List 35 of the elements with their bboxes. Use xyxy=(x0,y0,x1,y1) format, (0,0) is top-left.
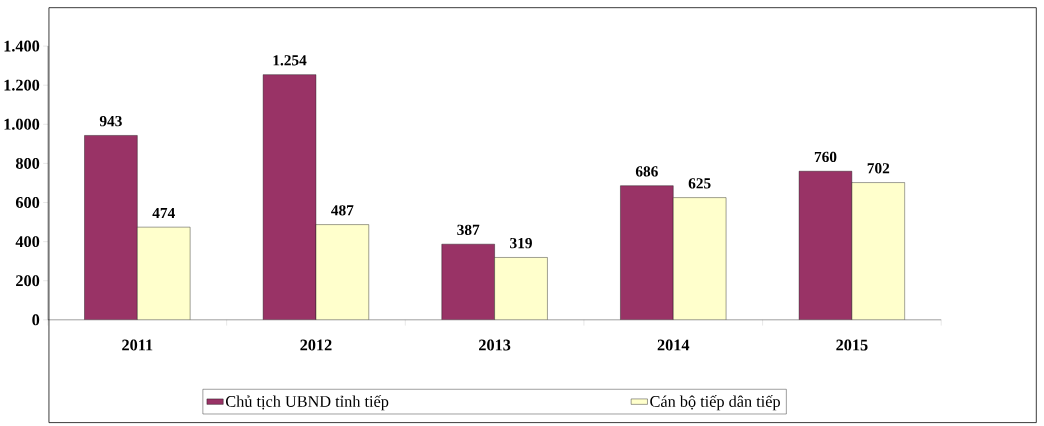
y-tick-label: 1.200 xyxy=(4,79,40,91)
legend-label: Chủ tịch UBND tỉnh tiếp xyxy=(226,394,389,411)
data-label: 686 xyxy=(635,166,658,177)
legend-label: Cán bộ tiếp dân tiếp xyxy=(650,394,780,411)
data-label: 702 xyxy=(867,162,890,174)
y-tick-label: 1.400 xyxy=(4,40,40,52)
y-tick-label: 400 xyxy=(15,235,40,247)
bar xyxy=(798,170,853,320)
y-tick-label: 0 xyxy=(32,314,40,326)
data-label: 760 xyxy=(814,151,837,162)
x-tick-label: 2014 xyxy=(657,339,690,351)
data-label: 943 xyxy=(99,115,122,127)
data-label: 625 xyxy=(688,177,711,189)
y-tick-label: 600 xyxy=(15,196,40,208)
data-label: 487 xyxy=(331,204,354,216)
bar xyxy=(620,185,674,320)
x-tick-label: 2012 xyxy=(300,339,332,351)
bar xyxy=(441,243,495,320)
bar xyxy=(263,74,316,320)
data-label: 474 xyxy=(152,207,175,218)
y-tick-label: 800 xyxy=(15,157,40,169)
y-tick-label: 1.000 xyxy=(4,118,40,130)
bar xyxy=(851,182,905,320)
bar xyxy=(315,224,369,320)
bar xyxy=(673,197,727,320)
x-tick-label: 2015 xyxy=(836,339,868,351)
x-tick-label: 2013 xyxy=(479,339,511,351)
data-label: 387 xyxy=(457,224,480,235)
data-label: 319 xyxy=(510,237,532,249)
bar xyxy=(494,257,548,320)
bar xyxy=(84,135,138,320)
bar xyxy=(137,226,191,320)
x-tick-label: 2011 xyxy=(122,339,153,351)
y-tick-label: 200 xyxy=(16,275,40,286)
data-label: 1.254 xyxy=(273,54,307,66)
